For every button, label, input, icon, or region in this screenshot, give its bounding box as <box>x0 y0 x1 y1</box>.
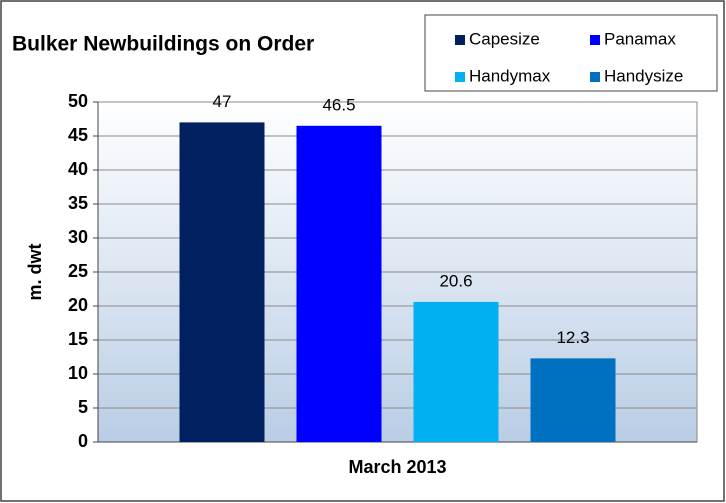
y-tick-label: 50 <box>68 91 88 111</box>
y-tick-label: 0 <box>78 431 88 451</box>
legend-swatch <box>455 35 465 45</box>
legend-label: Capesize <box>469 29 540 48</box>
legend-swatch <box>590 35 600 45</box>
bar <box>296 125 382 443</box>
legend-swatch <box>455 72 465 82</box>
y-tick-label: 15 <box>68 329 88 349</box>
y-tick-label: 10 <box>68 363 88 383</box>
y-tick-label: 5 <box>78 397 88 417</box>
value-label: 46.5 <box>322 95 355 114</box>
legend-label: Handysize <box>604 66 683 85</box>
x-tick-label: March 2013 <box>348 457 446 477</box>
legend-label: Handymax <box>469 66 551 85</box>
y-tick-label: 35 <box>68 193 88 213</box>
y-tick-label: 40 <box>68 159 88 179</box>
y-tick-label: 45 <box>68 125 88 145</box>
bar <box>530 358 616 442</box>
y-tick-label: 30 <box>68 227 88 247</box>
bar <box>413 301 499 442</box>
chart-title: Bulker Newbuildings on Order <box>12 33 314 56</box>
legend-label: Panamax <box>604 29 676 48</box>
legend-box <box>424 14 718 92</box>
value-label: 47 <box>213 92 232 111</box>
bar <box>179 122 265 443</box>
y-tick-label: 20 <box>68 295 88 315</box>
y-axis-label: m. dwt <box>25 243 45 300</box>
value-label: 12.3 <box>556 328 589 347</box>
value-label: 20.6 <box>439 271 472 290</box>
y-tick-label: 25 <box>68 261 88 281</box>
legend-swatch <box>590 72 600 82</box>
